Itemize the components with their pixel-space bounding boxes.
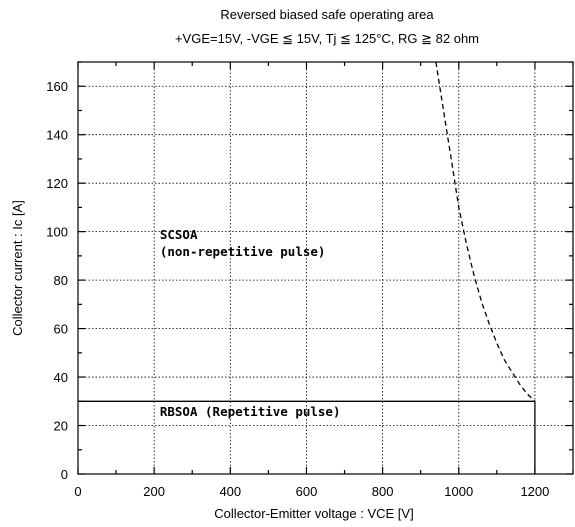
x-tick-label: 400 (219, 484, 241, 499)
annotation-label-0: SCSOA (160, 227, 198, 242)
y-tick-label: 40 (54, 370, 68, 385)
y-tick-label: 0 (61, 467, 68, 482)
y-tick-label: 20 (54, 419, 68, 434)
chart-subtitle: +VGE=15V, -VGE ≦ 15V, Tj ≦ 125°C, RG ≧ 8… (175, 31, 479, 46)
x-tick-label: 600 (296, 484, 318, 499)
y-tick-labels: 0 20 40 60 80 100 120 140 160 (46, 79, 68, 482)
y-tick-label: 120 (46, 176, 68, 191)
annotation-label-2: RBSOA (Repetitive pulse) (160, 404, 341, 419)
axis-ticks (77, 61, 574, 475)
y-axis-label: Collector current : Ic [A] (10, 200, 25, 336)
annotation-label-1: (non-repetitive pulse) (160, 244, 326, 259)
y-tick-label: 60 (54, 322, 68, 337)
y-tick-label: 100 (46, 225, 68, 240)
y-tick-label: 160 (46, 79, 68, 94)
plot-frame (77, 61, 574, 475)
y-tick-label: 80 (54, 273, 68, 288)
x-tick-label: 0 (74, 484, 81, 499)
x-tick-label: 800 (372, 484, 394, 499)
chart-title: Reversed biased safe operating area (220, 7, 434, 22)
x-tick-label: 1000 (444, 484, 473, 499)
x-tick-labels: 0 200 400 600 800 1000 1200 (74, 484, 549, 499)
annotations: SCSOA (non-repetitive pulse) RBSOA (Repeti… (160, 227, 341, 419)
y-tick-label: 140 (46, 128, 68, 143)
x-tick-label: 200 (143, 484, 165, 499)
scsoa-line (435, 61, 536, 402)
series-lines (78, 61, 536, 474)
x-tick-label: 1200 (520, 484, 549, 499)
x-axis-label: Collector-Emitter voltage : VCE [V] (214, 506, 413, 521)
